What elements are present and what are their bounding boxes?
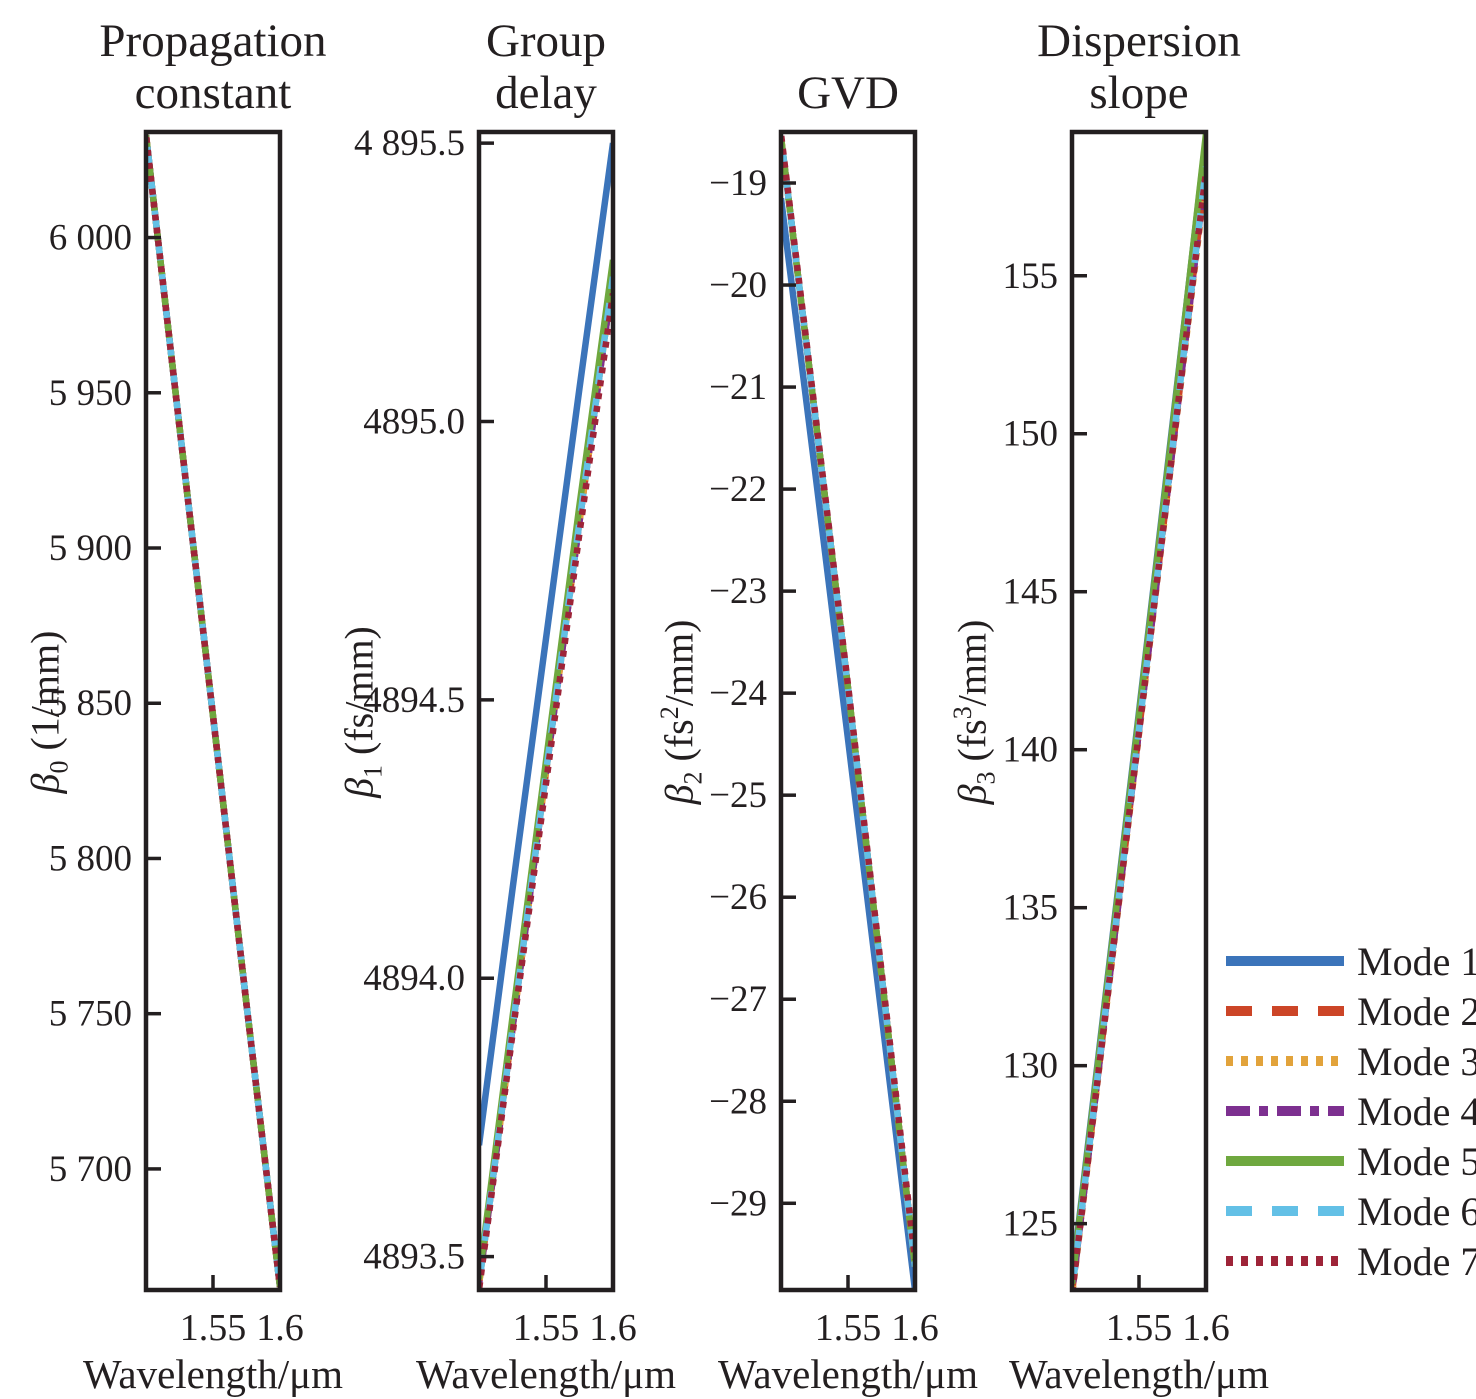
legend-label: Mode 1 (1357, 938, 1476, 984)
y-tick-label: 5 750 (49, 994, 132, 1035)
series-line-mode-1 (781, 197, 915, 1290)
legend-label: Mode 5 (1357, 1138, 1476, 1184)
unit-text: (fs (949, 719, 995, 772)
panel-title-dispersion-slope: Dispersion slope (1037, 14, 1241, 120)
y-axis-label-beta3: β3 (fs3/mm) (940, 542, 1000, 882)
y-axis-label-beta2: β2 (fs2/mm) (647, 542, 707, 882)
unit-text: (1/mm) (22, 630, 68, 761)
legend-item-mode-1: Mode 1 (1226, 936, 1476, 986)
beta-symbol: β (336, 777, 382, 798)
x-tick-label: 1.6 (891, 1307, 939, 1349)
legend-line-sample (1226, 1006, 1344, 1016)
y-tick-label: 125 (1003, 1204, 1059, 1245)
legend-item-mode-6: Mode 6 (1226, 1186, 1476, 1236)
legend-line-sample (1226, 1206, 1344, 1216)
series-line-mode-7 (1072, 171, 1206, 1290)
panel-title-gvd: GVD (797, 67, 899, 120)
legend-item-mode-3: Mode 3 (1226, 1036, 1476, 1086)
legend-line-sample (1226, 1156, 1344, 1166)
x-axis-label: Wavelength/μm (415, 1351, 677, 1397)
y-tick-label: 145 (1003, 572, 1059, 613)
legend-label: Mode 7 (1357, 1238, 1476, 1284)
panel-title-group-delay: Group delay (485, 14, 607, 120)
legend-item-mode-2: Mode 2 (1226, 986, 1476, 1036)
legend-label: Mode 6 (1357, 1188, 1476, 1234)
y-tick-label: 4894.5 (363, 680, 465, 721)
legend-line-sample (1226, 1256, 1344, 1266)
series-line-mode-6 (479, 276, 613, 1285)
y-tick-label: 6 000 (49, 218, 132, 259)
series-line-mode-7 (781, 133, 915, 1260)
y-tick-label: −29 (709, 1183, 767, 1224)
y-tick-label: 150 (1003, 414, 1059, 455)
y-tick-label: 5 700 (49, 1149, 132, 1190)
unit-text: /mm) (949, 619, 995, 707)
y-tick-label: 5 900 (49, 528, 132, 569)
legend-label: Mode 2 (1357, 988, 1476, 1034)
y-axis-label-beta1: β1 (fs/mm) (327, 542, 387, 882)
y-tick-label: −22 (709, 469, 767, 510)
y-tick-label: −28 (709, 1081, 767, 1122)
y-tick-label: −23 (709, 571, 767, 612)
legend-label: Mode 4 (1357, 1088, 1476, 1134)
y-tick-label: −27 (709, 979, 767, 1020)
legend-line-sample (1226, 956, 1344, 966)
x-tick-label: 1.55 (513, 1307, 580, 1349)
beta-symbol: β (22, 773, 68, 794)
y-tick-label: 4894.0 (363, 958, 465, 999)
x-tick-label: 1.6 (1182, 1307, 1230, 1349)
x-tick-label: 1.55 (1106, 1307, 1173, 1349)
unit-text: (fs/mm) (336, 626, 382, 765)
y-tick-label: −24 (709, 673, 767, 714)
y-tick-label: −26 (709, 877, 767, 918)
y-tick-label: −19 (709, 163, 767, 204)
unit-superscript: 2 (655, 706, 684, 720)
beta-subscript: 2 (678, 771, 708, 785)
unit-text: (fs (656, 719, 702, 772)
y-tick-label: 4 895.5 (354, 123, 465, 164)
panel-title-propagation-constant: Propagation constant (99, 14, 327, 120)
x-axis-label: Wavelength/μm (82, 1351, 344, 1397)
y-tick-label: 4893.5 (363, 1237, 465, 1278)
series-line-mode-1 (479, 142, 613, 1146)
y-tick-label: 135 (1003, 888, 1059, 929)
x-axis-label: Wavelength/μm (1008, 1351, 1270, 1397)
y-tick-label: 5 800 (49, 838, 132, 879)
y-tick-label: 155 (1003, 256, 1059, 297)
x-tick-label: 1.55 (815, 1307, 882, 1349)
legend-line-sample (1226, 1106, 1344, 1116)
legend-item-mode-4: Mode 4 (1226, 1086, 1476, 1136)
beta-subscript: 0 (44, 760, 74, 774)
series-line-mode-7 (146, 134, 280, 1288)
unit-superscript: 3 (948, 706, 977, 720)
beta-symbol: β (949, 784, 995, 805)
legend-item-mode-5: Mode 5 (1226, 1136, 1476, 1186)
x-tick-label: 1.6 (256, 1307, 304, 1349)
unit-text: /mm) (656, 619, 702, 707)
y-tick-label: 5 950 (49, 373, 132, 414)
y-tick-label: −25 (709, 775, 767, 816)
legend-label: Mode 3 (1357, 1038, 1476, 1084)
x-tick-label: 1.6 (589, 1307, 637, 1349)
y-tick-label: 5 850 (49, 683, 132, 724)
y-tick-label: 130 (1003, 1046, 1059, 1087)
legend: Mode 1 Mode 2 Mode 3 Mode 4 Mode 5 Mode … (1226, 936, 1476, 1286)
beta-subscript: 1 (358, 764, 388, 778)
y-tick-label: −21 (709, 367, 767, 408)
x-tick-label: 1.55 (180, 1307, 247, 1349)
x-axis-label: Wavelength/μm (717, 1351, 979, 1397)
y-axis-label-beta0: β0 (1/mm) (13, 542, 73, 882)
legend-line-sample (1226, 1056, 1344, 1066)
beta-symbol: β (656, 784, 702, 805)
series-line-mode-7 (479, 293, 613, 1290)
y-tick-label: 140 (1003, 730, 1059, 771)
y-tick-label: 4895.0 (363, 402, 465, 443)
y-tick-label: −20 (709, 265, 767, 306)
series-line-mode-6 (1072, 166, 1206, 1290)
beta-subscript: 3 (971, 771, 1001, 785)
legend-item-mode-7: Mode 7 (1226, 1236, 1476, 1286)
